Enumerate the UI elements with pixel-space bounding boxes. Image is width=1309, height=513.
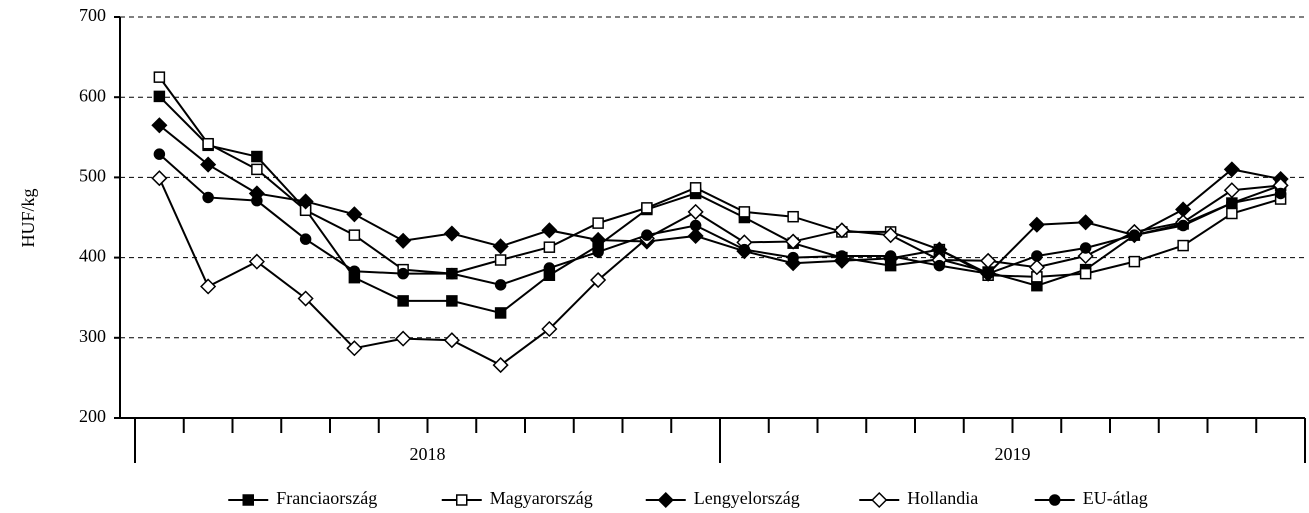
data-point <box>346 340 363 357</box>
legend-marker <box>1049 494 1061 506</box>
data-point <box>297 193 314 210</box>
y-tick-label: 200 <box>79 406 106 426</box>
data-point <box>299 233 312 245</box>
data-point <box>297 290 314 307</box>
y-tick-label: 400 <box>79 246 106 266</box>
data-point <box>884 250 897 262</box>
data-point <box>492 238 509 255</box>
legend-label: Lengyelország <box>694 488 800 508</box>
data-point <box>982 267 994 280</box>
data-point <box>200 278 217 295</box>
data-point <box>882 227 899 244</box>
data-point <box>151 117 168 134</box>
legend-marker <box>242 494 254 506</box>
data-point <box>348 265 361 277</box>
data-point <box>787 251 799 264</box>
data-point <box>592 217 604 229</box>
legend-label: Hollandia <box>907 488 978 508</box>
data-point <box>1274 187 1287 200</box>
data-point <box>592 246 604 258</box>
data-point <box>785 233 802 250</box>
data-point <box>836 250 848 262</box>
data-point <box>543 262 556 274</box>
legend-label: EU-átlag <box>1083 488 1148 508</box>
data-point <box>1226 207 1238 220</box>
data-point <box>153 90 166 103</box>
y-tick-label: 700 <box>79 5 106 25</box>
data-point <box>787 210 799 223</box>
legend-marker <box>657 491 674 509</box>
data-point <box>1128 255 1141 268</box>
data-point <box>494 307 507 319</box>
data-point <box>494 254 507 266</box>
data-point <box>397 295 409 307</box>
y-tick-label: 300 <box>79 326 106 346</box>
data-point <box>248 253 265 270</box>
data-point <box>980 252 997 269</box>
data-point <box>202 191 214 204</box>
data-point <box>738 206 751 218</box>
data-point <box>446 295 458 307</box>
data-point <box>251 194 263 207</box>
data-point <box>641 229 653 241</box>
data-point <box>443 225 460 242</box>
data-point <box>1128 229 1141 241</box>
x-group-label: 2018 <box>410 444 446 464</box>
data-point <box>687 227 704 245</box>
data-point <box>446 267 458 280</box>
data-point <box>1079 267 1092 280</box>
legend-label: Franciaország <box>276 488 377 508</box>
y-tick-label: 600 <box>79 85 106 105</box>
x-group-label: 2019 <box>995 444 1031 464</box>
data-point <box>590 271 607 289</box>
data-point <box>348 229 361 241</box>
data-point <box>202 137 214 150</box>
data-point <box>153 148 166 160</box>
y-axis-label: HUF/kg <box>18 188 38 247</box>
data-point <box>933 259 946 272</box>
data-point <box>689 219 702 232</box>
data-point <box>395 330 412 347</box>
data-point <box>541 222 558 239</box>
data-point <box>397 267 409 280</box>
data-point <box>200 156 217 173</box>
legend-label: Magyarország <box>490 488 593 508</box>
data-point <box>1028 259 1045 276</box>
data-point <box>738 243 751 256</box>
data-point <box>1031 250 1043 262</box>
data-point <box>1077 214 1094 231</box>
data-point <box>687 203 704 220</box>
series-line <box>158 177 1281 367</box>
legend-marker <box>456 494 468 506</box>
data-point <box>1177 239 1189 252</box>
data-point <box>1177 219 1189 232</box>
y-tick-label: 500 <box>79 166 106 186</box>
data-point <box>689 182 702 194</box>
series-line <box>158 153 1281 286</box>
data-point <box>251 150 263 163</box>
data-point <box>833 222 850 239</box>
series-line <box>158 124 1281 275</box>
data-point <box>395 232 412 249</box>
series-line <box>158 76 1281 278</box>
data-point <box>443 332 460 349</box>
legend-marker <box>871 491 888 509</box>
data-point <box>251 163 263 176</box>
data-point <box>153 71 166 83</box>
data-point <box>1028 216 1045 233</box>
data-point <box>1223 161 1240 178</box>
data-point <box>1223 182 1240 199</box>
series-line <box>158 95 1281 315</box>
data-point <box>494 279 507 291</box>
data-point <box>492 357 509 374</box>
data-point <box>1226 197 1238 209</box>
data-point <box>641 202 653 214</box>
data-point <box>151 170 168 187</box>
data-point <box>543 241 556 253</box>
data-point <box>1079 242 1092 254</box>
data-point <box>541 320 558 338</box>
data-point <box>346 206 363 223</box>
